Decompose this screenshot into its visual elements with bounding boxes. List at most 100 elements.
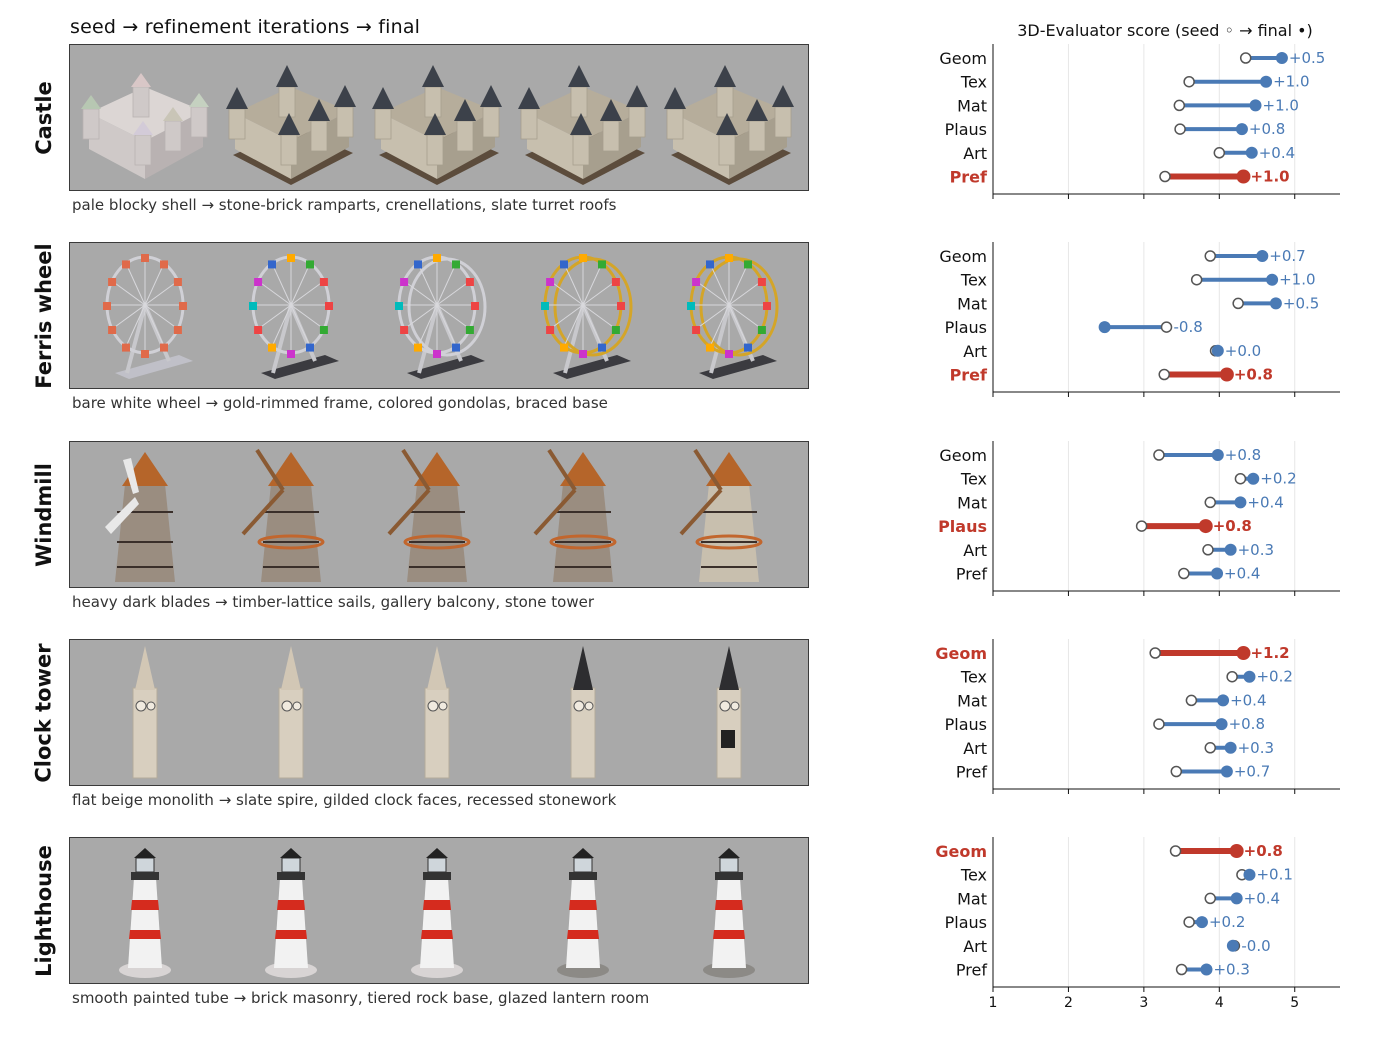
seed-point xyxy=(1178,567,1190,580)
category-label-plaus: Plaus xyxy=(945,715,987,734)
seed-point xyxy=(1170,765,1183,778)
seed-point xyxy=(1185,694,1198,707)
clock-tower-render-3 xyxy=(424,646,450,779)
seed-point xyxy=(1160,321,1173,333)
delta-label: +0.1 xyxy=(1256,866,1292,884)
final-point xyxy=(1234,496,1247,509)
category-label-tex: Tex xyxy=(960,668,987,687)
seed-point xyxy=(1190,273,1203,286)
delta-label: +0.2 xyxy=(1260,470,1296,488)
category-label-geom: Geom xyxy=(939,446,987,465)
final-point xyxy=(1215,718,1228,731)
final-point xyxy=(1245,146,1258,159)
seed-point xyxy=(1153,449,1165,461)
seed-point xyxy=(1135,520,1148,532)
category-label-geom: Geom xyxy=(935,644,987,663)
ferris-wheel-render-4 xyxy=(541,254,633,379)
final-point xyxy=(1198,519,1213,534)
windmill-render-2 xyxy=(241,448,325,582)
seed-point xyxy=(1158,368,1170,381)
chart-title: 3D-Evaluator score (seed ◦ → final •) xyxy=(1017,21,1313,40)
final-point xyxy=(1230,892,1243,905)
seed-point xyxy=(1174,123,1186,135)
seed-point xyxy=(1153,718,1165,730)
seed-point xyxy=(1159,170,1171,183)
category-label-pref: Pref xyxy=(950,168,988,187)
delta-label: +0.2 xyxy=(1209,913,1245,931)
final-point xyxy=(1211,449,1224,461)
final-point xyxy=(1269,297,1282,310)
lighthouse-render-5 xyxy=(703,848,755,978)
x-tick-label: 1 xyxy=(989,995,998,1011)
x-tick-label: 4 xyxy=(1215,995,1224,1011)
category-label-geom: Geom xyxy=(939,247,987,266)
final-point xyxy=(1236,646,1251,660)
category-label-plaus: Plaus xyxy=(938,517,987,536)
final-point xyxy=(1217,694,1230,707)
render-panel-clock-tower xyxy=(69,639,809,786)
final-point xyxy=(1260,75,1273,88)
category-label-pref: Pref xyxy=(956,763,987,782)
final-point xyxy=(1236,169,1251,184)
final-point xyxy=(1243,868,1256,881)
delta-label: +0.2 xyxy=(1256,668,1292,686)
delta-label: +0.4 xyxy=(1244,889,1280,907)
score-panel-windmill: Geom +0.8 Tex +0.2 Mat +0.4 Plaus +0.8 Art +0.3 Pr… xyxy=(938,441,1340,596)
category-label-mat: Mat xyxy=(957,691,987,710)
render-panel-lighthouse xyxy=(69,837,809,984)
ferris-wheel-iterations-image xyxy=(103,254,779,379)
delta-label: +1.0 xyxy=(1279,271,1315,289)
final-point xyxy=(1224,741,1237,754)
final-point xyxy=(1256,250,1269,262)
final-point xyxy=(1211,344,1224,357)
lighthouse-render-2 xyxy=(265,848,317,978)
clock-tower-render-4 xyxy=(570,646,596,779)
seed-point xyxy=(1173,99,1186,112)
final-point xyxy=(1226,939,1239,952)
category-label-geom: Geom xyxy=(935,842,987,861)
category-label-plaus: Plaus xyxy=(945,913,987,932)
render-panel-castle xyxy=(69,44,809,191)
delta-label: +0.8 xyxy=(1234,366,1273,384)
delta-label: +0.3 xyxy=(1238,541,1274,559)
delta-label: +0.4 xyxy=(1230,691,1266,709)
windmill-render-5 xyxy=(679,448,763,582)
delta-label: +0.3 xyxy=(1213,961,1249,979)
windmill-render-4 xyxy=(533,448,617,582)
seed-point xyxy=(1204,742,1217,754)
seed-point xyxy=(1183,75,1195,88)
final-point xyxy=(1200,963,1213,976)
final-point xyxy=(1247,472,1260,485)
castle-render-2 xyxy=(226,65,356,185)
category-label-art: Art xyxy=(963,739,987,758)
final-point xyxy=(1195,916,1208,929)
delta-label: +0.8 xyxy=(1249,120,1285,138)
score-panel-lighthouse: 1 2 3 4 5 Geom +0.8 Tex +0.1 Mat +0.4 Plaus +0.2 Art -… xyxy=(935,837,1340,1011)
row-caption-windmill: heavy dark blades → timber-lattice sails… xyxy=(72,593,595,611)
category-label-art: Art xyxy=(963,541,987,560)
delta-label: +0.8 xyxy=(1213,517,1252,535)
ferris-wheel-render-1 xyxy=(103,254,193,379)
score-panel-ferris-wheel: Geom +0.7 Tex +1.0 Mat +0.5 Plaus -0.8 Art +0.0 Pr… xyxy=(939,242,1340,397)
seed-point xyxy=(1202,544,1214,556)
category-label-pref: Pref xyxy=(956,961,987,980)
delta-label: +0.0 xyxy=(1225,342,1261,360)
seed-point xyxy=(1213,147,1226,159)
category-label-mat: Mat xyxy=(957,294,987,313)
lighthouse-render-3 xyxy=(411,848,463,978)
category-label-mat: Mat xyxy=(957,493,987,512)
seed-point xyxy=(1169,845,1182,857)
delta-label: +0.4 xyxy=(1247,493,1283,511)
delta-label: +0.3 xyxy=(1238,739,1274,757)
delta-label: +0.4 xyxy=(1259,144,1295,162)
category-label-art: Art xyxy=(963,144,987,163)
render-panel-windmill xyxy=(69,441,809,588)
final-point xyxy=(1249,99,1262,112)
final-point xyxy=(1098,321,1111,334)
clock-tower-iterations-image xyxy=(132,646,742,779)
category-label-tex: Tex xyxy=(960,73,987,92)
category-label-tex: Tex xyxy=(960,866,987,885)
category-label-pref: Pref xyxy=(956,565,987,584)
final-point xyxy=(1266,273,1279,286)
windmill-iterations-image xyxy=(105,448,763,582)
